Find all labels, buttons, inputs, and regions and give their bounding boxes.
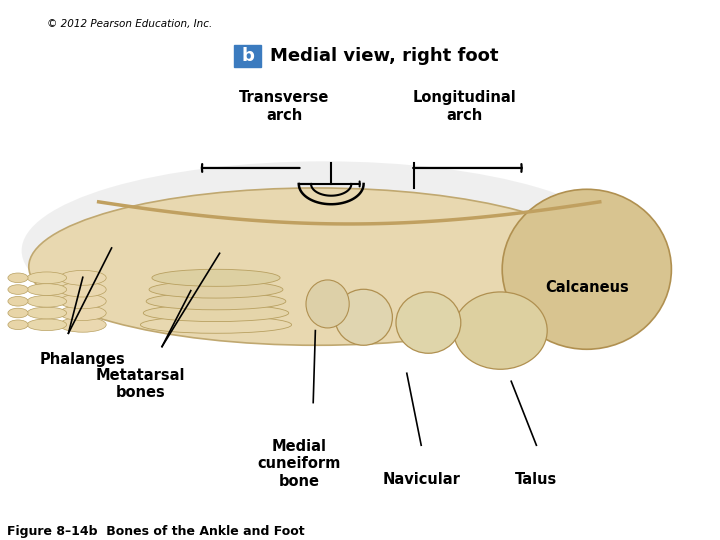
Ellipse shape [59, 282, 107, 297]
Text: Longitudinal
arch: Longitudinal arch [413, 90, 516, 123]
Text: Transverse
arch: Transverse arch [239, 90, 330, 123]
Text: Calcaneus: Calcaneus [545, 280, 629, 295]
Ellipse shape [502, 190, 672, 349]
Ellipse shape [8, 308, 28, 318]
Ellipse shape [8, 285, 28, 294]
Ellipse shape [27, 272, 67, 284]
Text: Figure 8–14b  Bones of the Ankle and Foot: Figure 8–14b Bones of the Ankle and Foot [7, 525, 305, 538]
Text: Talus: Talus [516, 472, 557, 488]
Ellipse shape [152, 269, 280, 286]
Text: Phalanges: Phalanges [40, 353, 125, 367]
Text: Medial
cuneiform
bone: Medial cuneiform bone [257, 439, 341, 489]
Ellipse shape [146, 293, 286, 310]
Ellipse shape [335, 289, 392, 345]
Ellipse shape [59, 318, 107, 332]
Ellipse shape [27, 307, 67, 319]
Ellipse shape [140, 316, 292, 333]
Ellipse shape [143, 305, 289, 321]
Text: Medial view, right foot: Medial view, right foot [270, 47, 498, 65]
Ellipse shape [396, 292, 461, 353]
Ellipse shape [27, 319, 67, 330]
Ellipse shape [29, 188, 605, 345]
Ellipse shape [8, 273, 28, 282]
Ellipse shape [27, 295, 67, 307]
Ellipse shape [27, 284, 67, 295]
Text: Navicular: Navicular [382, 472, 460, 488]
Ellipse shape [59, 294, 107, 309]
Text: Metatarsal
bones: Metatarsal bones [96, 368, 185, 400]
Ellipse shape [22, 161, 626, 340]
Text: b: b [241, 47, 254, 65]
Ellipse shape [306, 280, 349, 328]
Ellipse shape [59, 306, 107, 320]
Ellipse shape [8, 320, 28, 329]
Ellipse shape [454, 292, 547, 369]
Text: © 2012 Pearson Education, Inc.: © 2012 Pearson Education, Inc. [47, 19, 212, 29]
FancyBboxPatch shape [234, 45, 261, 67]
Ellipse shape [59, 271, 107, 285]
Ellipse shape [8, 296, 28, 306]
Ellipse shape [149, 281, 283, 298]
